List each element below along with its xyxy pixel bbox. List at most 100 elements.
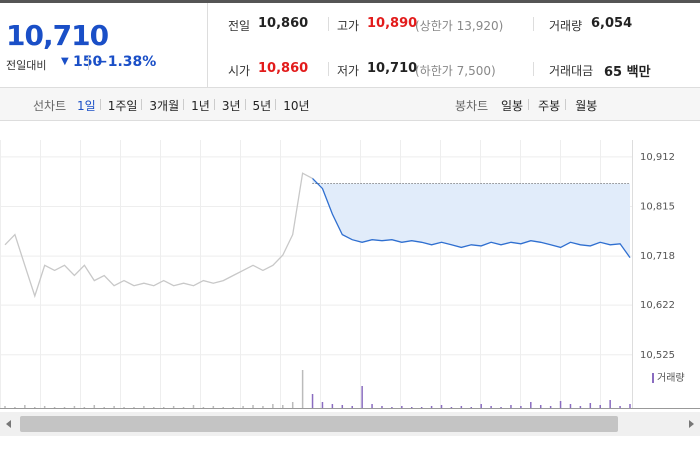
volume-bar bbox=[162, 407, 165, 408]
y-tick-label: 10,525 bbox=[640, 350, 675, 361]
volume-bar bbox=[341, 405, 344, 408]
info-value: 10,860 bbox=[258, 16, 309, 31]
volume-bar bbox=[113, 406, 115, 408]
volume-bar bbox=[351, 406, 353, 408]
volume-bar bbox=[450, 407, 453, 408]
volume-bar bbox=[73, 406, 76, 408]
volume-bar bbox=[242, 406, 244, 408]
tab[interactable]: 1년 bbox=[191, 99, 210, 113]
volume-bar bbox=[291, 402, 294, 408]
tab-separator bbox=[528, 99, 530, 110]
info-label: 거래대금 bbox=[549, 64, 594, 78]
info-note: (하한가 7,500) bbox=[415, 64, 496, 78]
tab-separator bbox=[565, 99, 567, 110]
info-value: 65 백만 bbox=[604, 65, 651, 80]
volume-bar bbox=[410, 407, 413, 408]
down-arrow: ▼ bbox=[61, 56, 69, 67]
volume-bar bbox=[123, 407, 125, 408]
tab[interactable]: 5년 bbox=[252, 99, 272, 113]
volume-bar bbox=[401, 406, 403, 408]
volume-bar bbox=[202, 407, 205, 408]
volume-bar bbox=[589, 403, 592, 408]
divider bbox=[533, 17, 534, 31]
volume-bar bbox=[14, 407, 16, 408]
volume-bar bbox=[331, 404, 334, 408]
scrollbar-thumb[interactable] bbox=[20, 416, 618, 432]
tab[interactable]: 3년 bbox=[221, 99, 241, 113]
tab-separator bbox=[141, 99, 143, 110]
info-value: 6,054 bbox=[591, 16, 633, 31]
volume-bar bbox=[212, 406, 215, 408]
divider bbox=[328, 17, 329, 31]
tab-separator bbox=[275, 99, 277, 110]
volume-bar bbox=[182, 407, 185, 408]
tab-separator bbox=[244, 99, 246, 110]
volume-bar bbox=[143, 406, 145, 408]
volume-bar bbox=[381, 406, 383, 408]
volume-bar bbox=[252, 405, 254, 408]
volume-bar bbox=[172, 406, 175, 408]
volume-bar bbox=[490, 406, 492, 408]
tab[interactable]: 10년 bbox=[283, 99, 310, 113]
info-value: 10,890 bbox=[367, 16, 418, 31]
divider bbox=[88, 56, 89, 70]
tab-separator bbox=[99, 99, 101, 110]
volume-bar bbox=[361, 386, 363, 408]
tab[interactable]: 1일 bbox=[77, 99, 96, 113]
volume-bar bbox=[83, 407, 86, 408]
volume-bar bbox=[192, 405, 195, 408]
info-note: (상한가 13,920) bbox=[415, 19, 504, 33]
volume-bar bbox=[391, 407, 393, 408]
volume-bar bbox=[510, 405, 512, 408]
volume-bar bbox=[559, 401, 562, 408]
volume-bar bbox=[222, 407, 225, 408]
info-value: 10,710 bbox=[367, 61, 418, 76]
tab[interactable]: 3개월 bbox=[149, 99, 180, 113]
volume-bar bbox=[4, 406, 6, 408]
volume-bar bbox=[133, 407, 135, 408]
volume-bar bbox=[420, 407, 423, 408]
divider bbox=[207, 3, 208, 88]
scroll-right[interactable] bbox=[689, 420, 694, 428]
volume-bar bbox=[311, 394, 314, 408]
volume-bar bbox=[321, 402, 324, 408]
volume-bar bbox=[282, 405, 284, 408]
info-label: 저가 bbox=[337, 64, 360, 78]
info-label: 시가 bbox=[228, 64, 251, 78]
volume-bar bbox=[53, 407, 56, 408]
tab[interactable]: 주봉 bbox=[538, 99, 561, 113]
volume-bar bbox=[301, 370, 304, 408]
price-line bbox=[312, 177, 631, 258]
volume-bar bbox=[430, 406, 433, 408]
scroll-left[interactable] bbox=[6, 420, 11, 428]
price-line bbox=[4, 172, 313, 299]
y-tick-label: 10,815 bbox=[640, 201, 675, 212]
volume-bar bbox=[93, 405, 96, 408]
info-label: 고가 bbox=[337, 19, 360, 33]
legend-label: 거래량 bbox=[657, 372, 685, 384]
info-label: 전일 bbox=[228, 19, 251, 33]
volume-bar bbox=[440, 405, 443, 408]
tab-group-label: 봉차트 bbox=[455, 99, 489, 113]
volume-bar bbox=[569, 404, 572, 408]
tab[interactable]: 일봉 bbox=[501, 99, 524, 113]
fill-area bbox=[312, 178, 630, 258]
tab[interactable]: 월봉 bbox=[575, 99, 598, 113]
volume-bar bbox=[549, 406, 552, 408]
change: 150 bbox=[73, 54, 102, 70]
volume-bar bbox=[470, 407, 473, 408]
info-value: 10,860 bbox=[258, 61, 309, 76]
tab[interactable]: 1주일 bbox=[107, 99, 138, 113]
tab-group-label: 선차트 bbox=[33, 99, 67, 113]
volume-bar bbox=[371, 404, 373, 408]
volume-bar bbox=[599, 405, 601, 408]
price: 10,710 bbox=[6, 19, 109, 52]
volume-bar bbox=[480, 404, 482, 408]
chart: 10,912 10,815 10,718 10,622 10,525 거래량 bbox=[0, 140, 700, 436]
volume-bar bbox=[272, 404, 274, 408]
y-tick-label: 10,718 bbox=[640, 251, 675, 262]
volume-bar bbox=[539, 405, 542, 408]
volume-bar bbox=[43, 406, 46, 408]
volume-bar bbox=[579, 406, 582, 408]
